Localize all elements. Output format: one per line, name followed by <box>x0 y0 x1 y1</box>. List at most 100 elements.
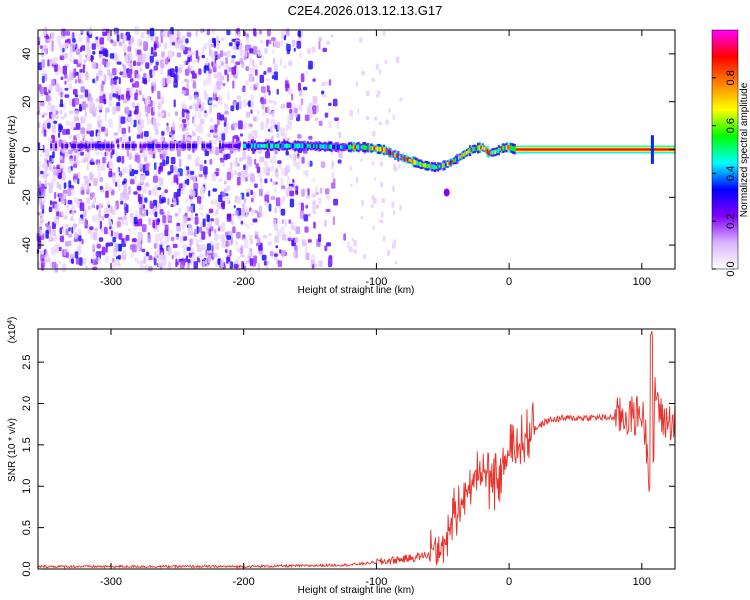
spectrogram-cell <box>269 126 273 133</box>
spectrogram-cell <box>205 57 209 66</box>
spectrogram-cell <box>323 219 328 227</box>
spectrogram-cell <box>204 111 208 118</box>
spectrogram-cell <box>215 217 220 226</box>
spectrogram-cell <box>134 105 139 115</box>
spectrogram-cell <box>159 136 164 142</box>
spectrogram-ridge-core <box>274 144 277 148</box>
spectrogram-cell <box>73 59 78 64</box>
spectrogram-cell <box>236 95 242 100</box>
spectrogram-cell <box>244 44 249 52</box>
spectrogram-cell <box>216 112 221 120</box>
spectrogram-cell <box>233 135 239 139</box>
spectrogram-cell <box>48 97 52 102</box>
spectrogram-cell <box>199 28 204 34</box>
spectrogram-ridge-core <box>449 160 453 165</box>
spectrogram-cell <box>260 177 263 183</box>
spectrogram-cell <box>280 103 286 109</box>
spectrogram-cell <box>99 37 104 45</box>
spectrogram-cell <box>160 96 164 101</box>
spectrogram-cell <box>88 57 91 62</box>
spectrogram-cell <box>108 171 113 178</box>
spectrogram-cell <box>311 46 316 53</box>
spectrogram-ridge-core <box>311 143 314 149</box>
spectrogram-cell <box>270 178 273 182</box>
spectrogram-cell <box>58 125 63 130</box>
spectrogram-cell <box>246 208 249 217</box>
spectrogram-cell <box>287 176 290 186</box>
spectrogram-cell <box>139 261 144 271</box>
spectrogram-cell <box>168 132 173 136</box>
spectrogram-cell <box>104 128 108 137</box>
spectrogram-cell <box>267 241 273 246</box>
spectrogram-cell <box>47 221 50 225</box>
spectrogram-cell <box>45 230 49 239</box>
spectrogram-cell <box>198 126 204 134</box>
spectrogram-cell <box>62 129 67 135</box>
spectrogram-cell <box>154 162 157 170</box>
spectrogram-cell <box>180 261 185 269</box>
spectrogram-cell <box>211 61 214 67</box>
spectrogram-cell <box>245 111 251 118</box>
spectrogram-cell <box>277 160 282 164</box>
spectrogram-cell <box>275 197 281 207</box>
spectrogram-cell <box>84 179 90 185</box>
spectrogram-cell <box>234 169 237 176</box>
spectrogram-cell <box>235 240 238 247</box>
spectrogram-ridge-core <box>50 143 53 149</box>
spectrogram-cell <box>269 166 275 172</box>
spectrogram-cell <box>118 77 121 85</box>
spectrogram-cell <box>111 226 114 231</box>
spectrogram-cell <box>307 48 311 54</box>
spectrogram-ridge-core <box>273 144 276 148</box>
spectrogram-cell <box>51 43 54 52</box>
spectrogram-cell <box>187 136 192 141</box>
spectrogram-cell <box>190 212 193 222</box>
spectrogram-cell <box>79 106 83 112</box>
snr-x-tick-label: 100 <box>633 576 651 588</box>
spectrogram-ridge-core <box>101 144 104 148</box>
spectrogram-cell <box>229 249 232 257</box>
spectrogram-cell <box>173 198 177 207</box>
spectrogram-cell <box>301 188 305 197</box>
spectrogram-cell <box>83 59 87 64</box>
spectrogram-x-axis-title: Height of straight line (km) <box>298 285 415 296</box>
snr-y-axis-title: SNR (10 * v/v) <box>7 418 18 482</box>
spectrogram-cell <box>255 82 259 88</box>
spectrogram-cell <box>87 223 90 232</box>
spectrogram-cell <box>213 253 217 258</box>
spectrogram-cell <box>227 91 230 100</box>
spectrogram-cell <box>286 44 291 52</box>
spectrogram-cell <box>195 213 198 217</box>
spectrogram-cell <box>115 139 120 144</box>
spectrogram-cell <box>183 216 188 224</box>
snr-y-tick-label: 0.5 <box>21 520 33 535</box>
spectrogram-cell <box>156 247 160 256</box>
spectrogram-cell <box>118 233 123 240</box>
spectrogram-cell <box>257 51 262 57</box>
spectrogram-cell <box>221 133 226 141</box>
spectrogram-cell <box>50 247 55 256</box>
spectrogram-cell <box>109 205 113 213</box>
spectrogram-ridge-core <box>293 143 296 149</box>
spectrogram-ridge-core <box>260 144 263 148</box>
spectrogram-cell <box>252 46 258 55</box>
spectrogram-cell <box>275 172 279 179</box>
spectrogram-cell <box>40 86 45 95</box>
spectrogram-cell <box>176 251 180 256</box>
spectrogram-cell <box>318 233 322 242</box>
spectrogram-cell <box>38 62 43 71</box>
spectrogram-cell <box>99 220 102 230</box>
spectrogram-cell <box>138 213 142 219</box>
spectrogram-cell <box>231 66 236 75</box>
spectrogram-cell <box>245 80 249 87</box>
spectrogram-cell <box>140 204 144 209</box>
spectrogram-cell <box>252 76 255 82</box>
spectrogram-cell <box>107 32 111 41</box>
spectrogram-ridge-core <box>512 146 515 152</box>
spectrogram-ridge-core <box>355 144 359 150</box>
spectrogram-cell <box>259 188 263 197</box>
spectrogram-cell <box>267 128 271 132</box>
spectrogram-cell <box>361 70 365 76</box>
spectrogram-ridge-core <box>338 145 341 149</box>
